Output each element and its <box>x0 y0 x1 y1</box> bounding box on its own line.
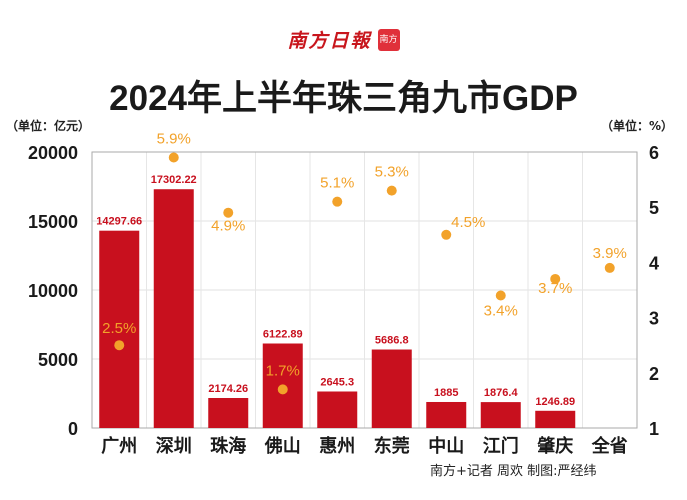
x-tick-label: 惠州 <box>319 436 355 457</box>
growth-label: 3.4% <box>484 303 518 320</box>
growth-label: 4.5% <box>451 214 485 231</box>
bar-广州 <box>99 230 140 428</box>
bar-label: 6122.89 <box>263 329 303 341</box>
logo: 南方日報 南方+ <box>0 26 687 67</box>
bar-label: 2645.3 <box>320 376 354 388</box>
right-tick-label: 1 <box>649 419 659 439</box>
x-tick-label: 中山 <box>428 435 464 457</box>
x-tick-label: 珠海 <box>210 435 246 457</box>
growth-dot-肇庆 <box>550 273 561 284</box>
bar-label: 14297.66 <box>96 216 142 228</box>
growth-dot-中山 <box>441 229 452 240</box>
x-tick-label: 全省 <box>591 435 628 457</box>
plot-frame <box>91 151 638 429</box>
credit: 南方+记者 周欢 制图:严经纬 <box>430 464 597 479</box>
growth-label: 5.1% <box>320 175 354 192</box>
growth-dot-广州 <box>114 340 125 351</box>
logo-badge: 南方+ <box>377 28 400 67</box>
growth-label: 5.3% <box>375 164 409 181</box>
right-tick-label: 5 <box>649 198 659 218</box>
left-tick-label: 5000 <box>38 350 78 370</box>
left-tick-label: 0 <box>68 419 78 439</box>
bar-江门 <box>480 402 521 428</box>
growth-dot-珠海 <box>223 207 234 218</box>
x-tick-label: 深圳 <box>156 435 192 457</box>
growth-dot-深圳 <box>168 152 179 163</box>
left-tick-label: 10000 <box>28 281 78 301</box>
growth-label: 5.9% <box>157 131 191 148</box>
growth-label: 2.5% <box>102 320 136 337</box>
bar-中山 <box>426 401 467 428</box>
growth-dot-江门 <box>495 290 506 301</box>
bar-惠州 <box>317 391 358 428</box>
growth-dot-东莞 <box>386 185 397 196</box>
x-tick-label: 广州 <box>101 435 137 457</box>
right-axis-unit: （单位：%） <box>600 119 673 133</box>
bar-深圳 <box>153 189 194 428</box>
x-tick-label: 佛山 <box>264 435 301 457</box>
bar-label: 1876.4 <box>484 387 519 399</box>
x-tick-label: 江门 <box>483 435 519 457</box>
x-tick-label: 肇庆 <box>536 435 573 457</box>
growth-label: 1.7% <box>266 362 300 379</box>
right-tick-label: 6 <box>649 143 659 163</box>
growth-label: 3.9% <box>593 245 627 262</box>
growth-label: 4.9% <box>211 218 245 235</box>
growth-label: 3.7% <box>538 280 572 297</box>
left-tick-label: 15000 <box>28 212 78 232</box>
bar-label: 17302.22 <box>151 174 197 186</box>
bar-label: 1885 <box>434 387 458 399</box>
bar-珠海 <box>208 397 249 428</box>
bar-label: 5686.8 <box>375 335 409 347</box>
chart-title: 2024年上半年珠三角九市GDP <box>109 79 578 118</box>
growth-dot-全省 <box>604 262 615 273</box>
logo-text: 南方日報 <box>287 30 372 52</box>
x-tick-label: 东莞 <box>374 435 410 457</box>
bar-东莞 <box>371 349 412 428</box>
growth-dot-佛山 <box>277 384 288 395</box>
growth-dot-惠州 <box>332 196 343 207</box>
bar-肇庆 <box>535 410 576 428</box>
left-tick-label: 20000 <box>28 143 78 163</box>
left-axis-unit: （单位：亿元） <box>6 119 91 133</box>
bar-label: 1246.89 <box>535 396 575 408</box>
right-tick-label: 3 <box>649 309 659 329</box>
right-tick-label: 2 <box>649 364 659 384</box>
right-tick-label: 4 <box>649 253 659 273</box>
bar-label: 2174.26 <box>208 383 248 395</box>
